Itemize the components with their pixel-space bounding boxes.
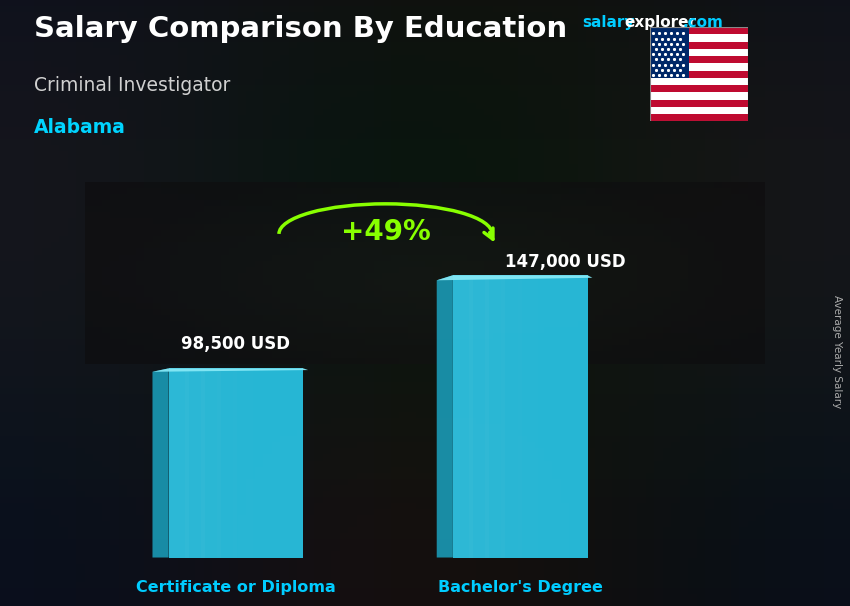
Bar: [650, 56, 748, 64]
Text: explorer: explorer: [625, 15, 697, 30]
Bar: [650, 64, 748, 71]
Bar: [650, 27, 689, 78]
Polygon shape: [152, 368, 309, 371]
Bar: [650, 71, 748, 78]
Text: .com: .com: [683, 15, 723, 30]
Bar: [650, 27, 748, 35]
Bar: [168, 368, 303, 558]
Bar: [650, 85, 748, 92]
Bar: [650, 107, 748, 114]
Bar: [650, 78, 748, 85]
Polygon shape: [437, 275, 453, 558]
Text: 98,500 USD: 98,500 USD: [181, 335, 291, 353]
Bar: [502, 275, 522, 558]
Text: Average Yearly Salary: Average Yearly Salary: [832, 295, 842, 408]
Bar: [650, 42, 748, 49]
Polygon shape: [437, 275, 592, 281]
Bar: [233, 368, 253, 558]
Bar: [650, 114, 748, 121]
Text: Criminal Investigator: Criminal Investigator: [34, 76, 230, 95]
Polygon shape: [152, 368, 168, 558]
Text: +49%: +49%: [341, 218, 430, 246]
Bar: [485, 275, 506, 558]
Text: 147,000 USD: 147,000 USD: [505, 253, 626, 271]
Bar: [201, 368, 221, 558]
Bar: [184, 368, 205, 558]
Bar: [217, 368, 237, 558]
Bar: [469, 275, 490, 558]
Bar: [453, 275, 587, 558]
Bar: [650, 49, 748, 56]
Bar: [650, 35, 748, 42]
Bar: [168, 368, 189, 558]
Bar: [518, 275, 538, 558]
Bar: [650, 99, 748, 107]
Bar: [650, 92, 748, 99]
Text: Certificate or Diploma: Certificate or Diploma: [136, 580, 336, 595]
Text: Bachelor's Degree: Bachelor's Degree: [438, 580, 603, 595]
Text: salary: salary: [582, 15, 635, 30]
Text: Alabama: Alabama: [34, 118, 126, 137]
Text: Salary Comparison By Education: Salary Comparison By Education: [34, 15, 567, 43]
Bar: [453, 275, 473, 558]
